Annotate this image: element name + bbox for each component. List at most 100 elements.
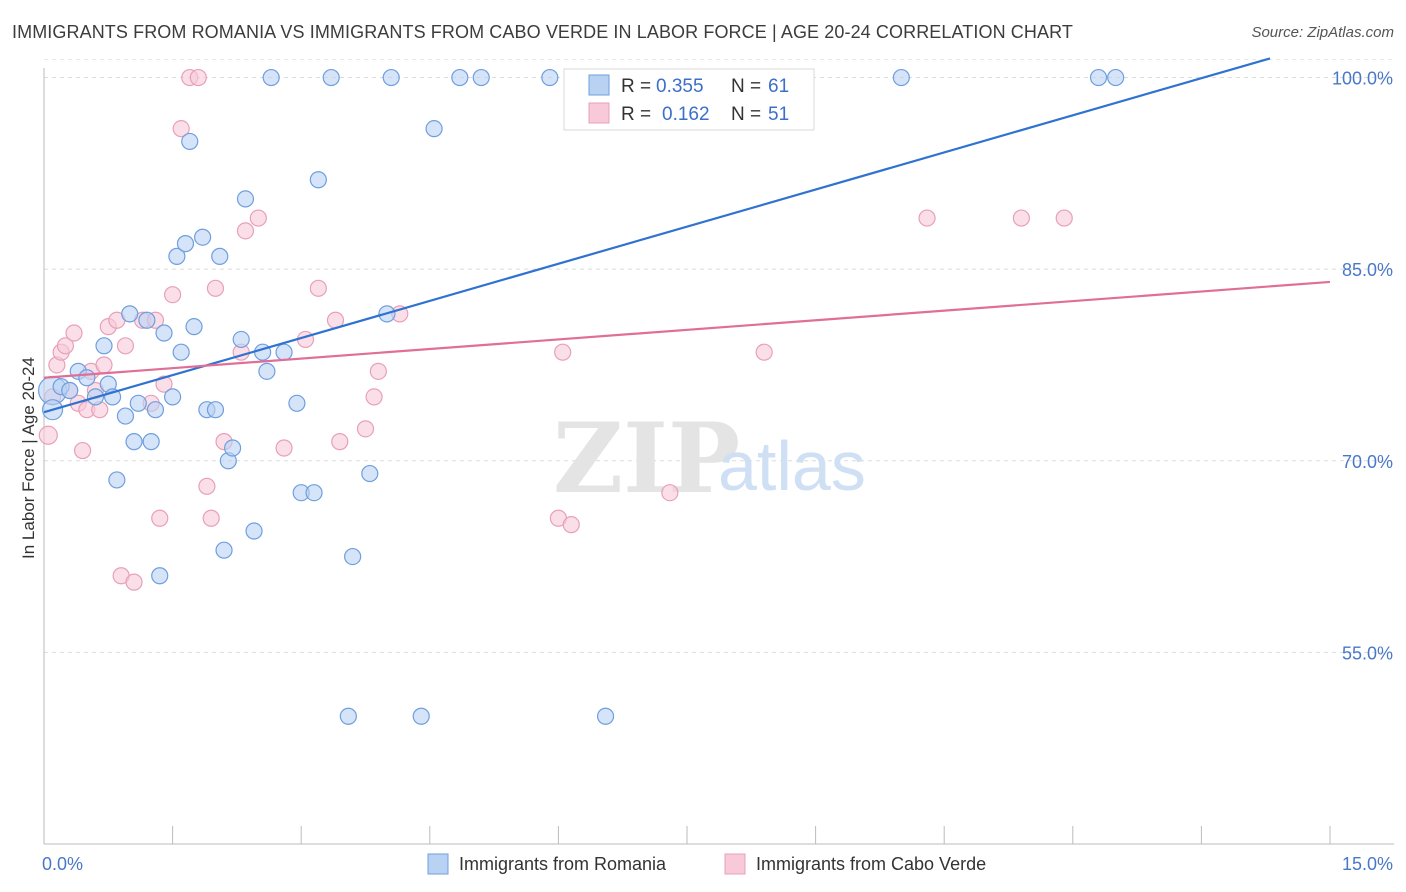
romania-point xyxy=(344,547,362,566)
romania-point xyxy=(129,394,147,412)
romania-point xyxy=(451,68,469,87)
stats-legend: R = 0.355 N = 61 R = 0.162 N = 51 xyxy=(563,68,815,131)
caboverde-n-value: 51 xyxy=(768,104,789,125)
caboverde-point xyxy=(755,343,773,361)
romania-n-label: N = xyxy=(731,76,761,97)
caboverde-point xyxy=(369,362,387,380)
caboverde-point xyxy=(125,573,143,591)
romania-r-label: R = xyxy=(621,76,651,97)
romania-point xyxy=(262,68,280,87)
romania-point xyxy=(305,484,323,502)
romania-n-value: 61 xyxy=(768,76,789,97)
romania-point xyxy=(1089,68,1108,87)
bottom-legend-caboverde-swatch xyxy=(724,853,746,875)
romania-point xyxy=(194,228,212,246)
romania-point xyxy=(155,324,173,342)
romania-point xyxy=(412,707,430,725)
romania-point xyxy=(892,68,910,87)
caboverde-point xyxy=(661,484,679,502)
y-tick-label: 100.0% xyxy=(1332,69,1393,89)
romania-point xyxy=(151,567,169,585)
caboverde-point xyxy=(1012,209,1030,227)
romania-point xyxy=(146,401,165,419)
romania-point xyxy=(108,471,126,489)
bottom-legend-romania-swatch xyxy=(427,853,449,875)
romania-point xyxy=(258,362,276,380)
caboverde-point xyxy=(206,279,225,297)
scatter-points xyxy=(37,68,1125,725)
romania-point xyxy=(361,464,379,483)
caboverde-point xyxy=(331,433,349,451)
caboverde-point xyxy=(151,509,169,527)
romania-point xyxy=(322,68,340,87)
romania-point xyxy=(224,439,242,457)
romania-point xyxy=(1107,68,1125,87)
romania-point xyxy=(172,343,190,361)
romania-point xyxy=(596,707,615,725)
romania-point xyxy=(236,190,255,208)
romania-point xyxy=(288,394,306,412)
x-tick-labels: 0.0% 15.0% xyxy=(42,854,1393,874)
caboverde-point xyxy=(249,209,267,227)
caboverde-point xyxy=(309,279,327,297)
axes xyxy=(43,68,1394,845)
watermark-atlas: atlas xyxy=(718,427,866,505)
caboverde-point xyxy=(1055,209,1073,227)
romania-point xyxy=(245,522,263,540)
romania-point xyxy=(339,707,357,725)
caboverde-point xyxy=(365,388,383,406)
caboverde-point xyxy=(202,509,220,527)
romania-point xyxy=(164,388,182,406)
bottom-legend-romania-label: Immigrants from Romania xyxy=(459,854,667,874)
x-tick-label: 0.0% xyxy=(42,854,83,874)
romania-point xyxy=(382,68,400,87)
romania-point xyxy=(215,541,233,559)
y-axis-label: In Labor Force | Age 20-24 xyxy=(19,357,38,559)
y-tick-label: 85.0% xyxy=(1342,260,1393,280)
bottom-legend-caboverde-label: Immigrants from Cabo Verde xyxy=(756,854,986,874)
caboverde-trend-line xyxy=(43,280,1331,379)
caboverde-point xyxy=(65,324,83,342)
romania-point xyxy=(142,433,160,451)
bottom-legend: Immigrants from Romania Immigrants from … xyxy=(427,853,986,875)
romania-point xyxy=(309,171,327,189)
romania-point xyxy=(138,311,156,329)
caboverde-r-value: 0.162 xyxy=(662,104,710,125)
romania-point xyxy=(206,401,225,419)
watermark-zip: ZIP xyxy=(553,402,740,515)
caboverde-point xyxy=(562,516,580,534)
romania-point xyxy=(116,407,135,425)
caboverde-point xyxy=(236,222,255,240)
trend-lines xyxy=(43,57,1331,414)
caboverde-point xyxy=(155,375,173,393)
caboverde-point xyxy=(554,343,572,361)
romania-point xyxy=(95,337,113,355)
watermark: ZIP atlas xyxy=(553,402,866,515)
caboverde-point xyxy=(275,439,293,457)
caboverde-point xyxy=(198,477,216,495)
caboverde-point xyxy=(164,286,182,304)
romania-point xyxy=(176,235,195,253)
romania-point xyxy=(275,343,293,361)
romania-legend-swatch xyxy=(588,74,610,96)
caboverde-n-label: N = xyxy=(731,104,761,125)
romania-point xyxy=(121,305,139,323)
romania-point xyxy=(61,381,79,400)
caboverde-point xyxy=(918,209,936,227)
caboverde-point xyxy=(189,68,207,87)
caboverde-legend-swatch xyxy=(588,102,610,124)
romania-point xyxy=(472,68,490,87)
romania-point xyxy=(425,120,443,138)
romania-point xyxy=(211,247,229,265)
caboverde-point xyxy=(116,337,135,355)
caboverde-r-label: R = xyxy=(621,104,651,125)
romania-trend-line xyxy=(43,57,1271,414)
romania-point xyxy=(185,318,203,336)
romania-r-value: 0.355 xyxy=(656,76,704,97)
caboverde-point xyxy=(73,441,92,460)
y-tick-label: 70.0% xyxy=(1342,452,1393,472)
romania-point xyxy=(181,132,199,151)
romania-point xyxy=(78,369,96,387)
caboverde-point xyxy=(38,425,58,445)
